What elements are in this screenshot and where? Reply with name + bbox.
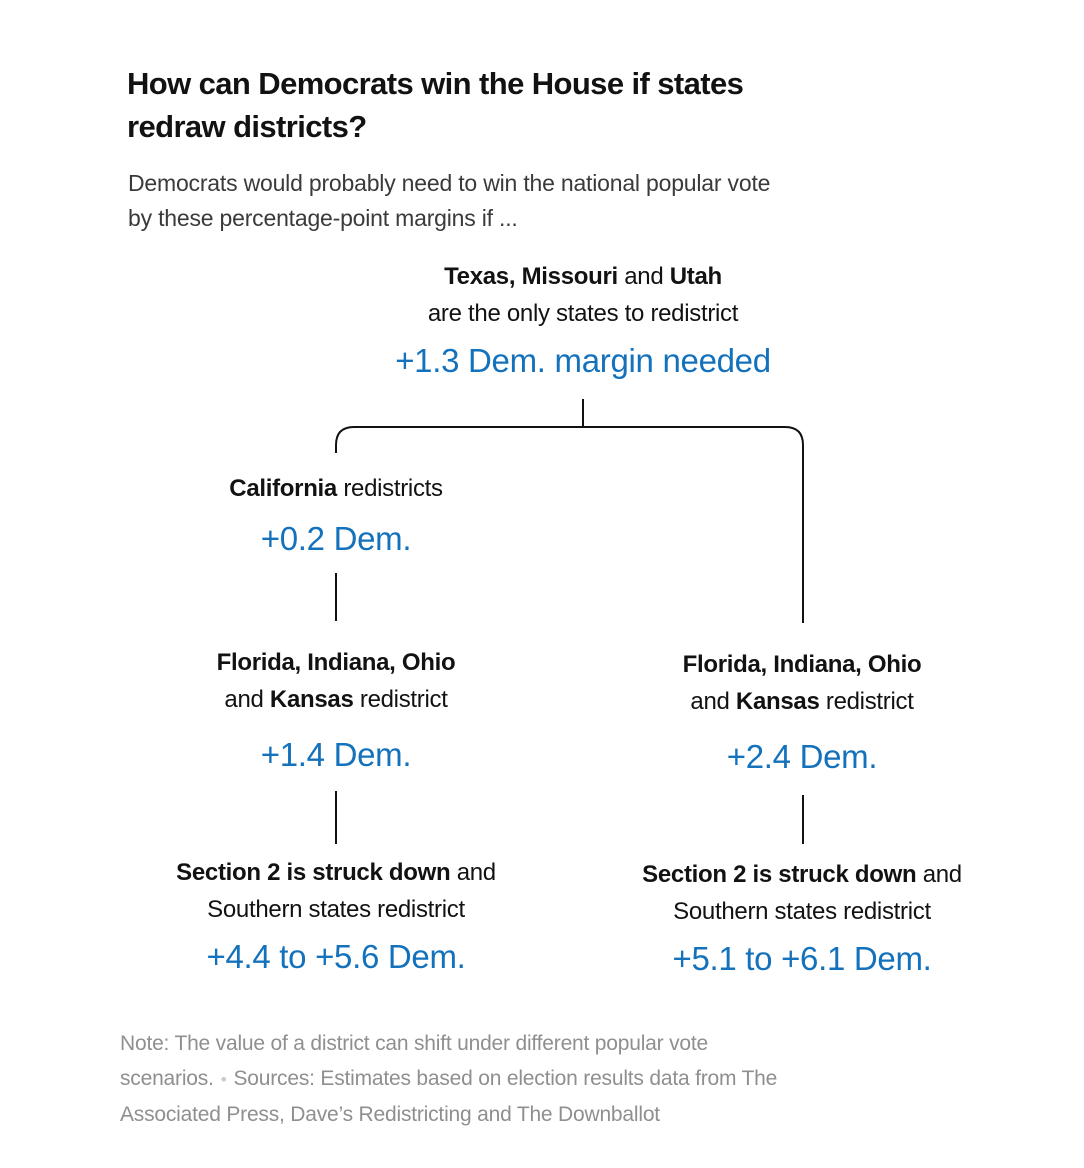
margin-value: +1.4 Dem. (260, 736, 412, 773)
node-section2-right: Section 2 is struck down and Southern st… (562, 856, 1042, 982)
note-text: scenarios. (120, 1067, 214, 1090)
label-bold-states: Florida, Indiana, Ohio (682, 651, 922, 678)
label-text: and (450, 859, 496, 886)
node-label: Section 2 is struck down and (96, 854, 576, 891)
label-text: and (916, 861, 962, 888)
label-text: and (690, 688, 736, 715)
label-bold-clause: Section 2 is struck down (642, 861, 917, 888)
margin-value: +1.3 Dem. margin needed (395, 342, 771, 379)
node-label-line-2: and Kansas redistrict (96, 681, 576, 718)
node-label: California redistricts (96, 470, 576, 507)
note-line-1: Note: The value of a district can shift … (120, 1032, 708, 1055)
label-bold-states: Florida, Indiana, Ohio (216, 649, 456, 676)
node-label: Florida, Indiana, Ohio (562, 646, 1042, 683)
label-text: and (617, 263, 670, 290)
node-section2-left: Section 2 is struck down and Southern st… (96, 854, 576, 980)
label-bold-state: Kansas (269, 686, 354, 713)
margin-value: +5.1 to +6.1 Dem. (672, 940, 932, 977)
node-florida-left: Florida, Indiana, Ohio and Kansas redist… (96, 644, 576, 778)
label-text: redistricts (336, 475, 443, 502)
node-label-line-2: and Kansas redistrict (562, 683, 1042, 720)
node-root-texas-missouri-utah: Texas, Missouri and Utah are the only st… (283, 258, 883, 384)
node-california: California redistricts +0.2 Dem. (96, 470, 576, 562)
margin-value: +4.4 to +5.6 Dem. (206, 938, 466, 975)
node-label-line-2: Southern states redistrict (673, 898, 931, 925)
subtitle-line-2: by these percentage-point margins if ... (128, 205, 518, 231)
label-text: redistrict (819, 688, 914, 715)
note-line-3: Associated Press, Dave’s Redistricting a… (120, 1103, 660, 1126)
label-bold-state: California (229, 475, 337, 502)
node-label-line-2: are the only states to redistrict (427, 300, 739, 327)
node-label: Section 2 is struck down and (562, 856, 1042, 893)
note-and-sources: Note: The value of a district can shift … (120, 1026, 960, 1132)
node-label: Texas, Missouri and Utah (283, 258, 883, 295)
chart-subtitle: Democrats would probably need to win the… (128, 166, 928, 236)
label-bold-state: Kansas (735, 688, 820, 715)
label-bold-states: Texas, Missouri (444, 263, 618, 290)
node-florida-right: Florida, Indiana, Ohio and Kansas redist… (562, 646, 1042, 780)
margin-value: +2.4 Dem. (726, 738, 878, 775)
subtitle-line-1: Democrats would probably need to win the… (128, 170, 771, 196)
node-label: Florida, Indiana, Ohio (96, 644, 576, 681)
note-line-2: scenarios. • Sources: Estimates based on e… (120, 1061, 960, 1097)
title-line-2: redraw districts? (127, 109, 367, 144)
label-bold-state: Utah (669, 263, 722, 290)
label-text: and (224, 686, 270, 713)
bullet-separator-icon: • (220, 1070, 227, 1089)
sources-text: Sources: Estimates based on election res… (233, 1067, 778, 1090)
node-label-line-2: Southern states redistrict (207, 896, 465, 923)
label-text: redistrict (353, 686, 448, 713)
margin-value: +0.2 Dem. (260, 520, 412, 557)
page-title: How can Democrats win the House if state… (127, 62, 887, 148)
title-line-1: How can Democrats win the House if state… (127, 66, 744, 101)
label-bold-clause: Section 2 is struck down (176, 859, 451, 886)
